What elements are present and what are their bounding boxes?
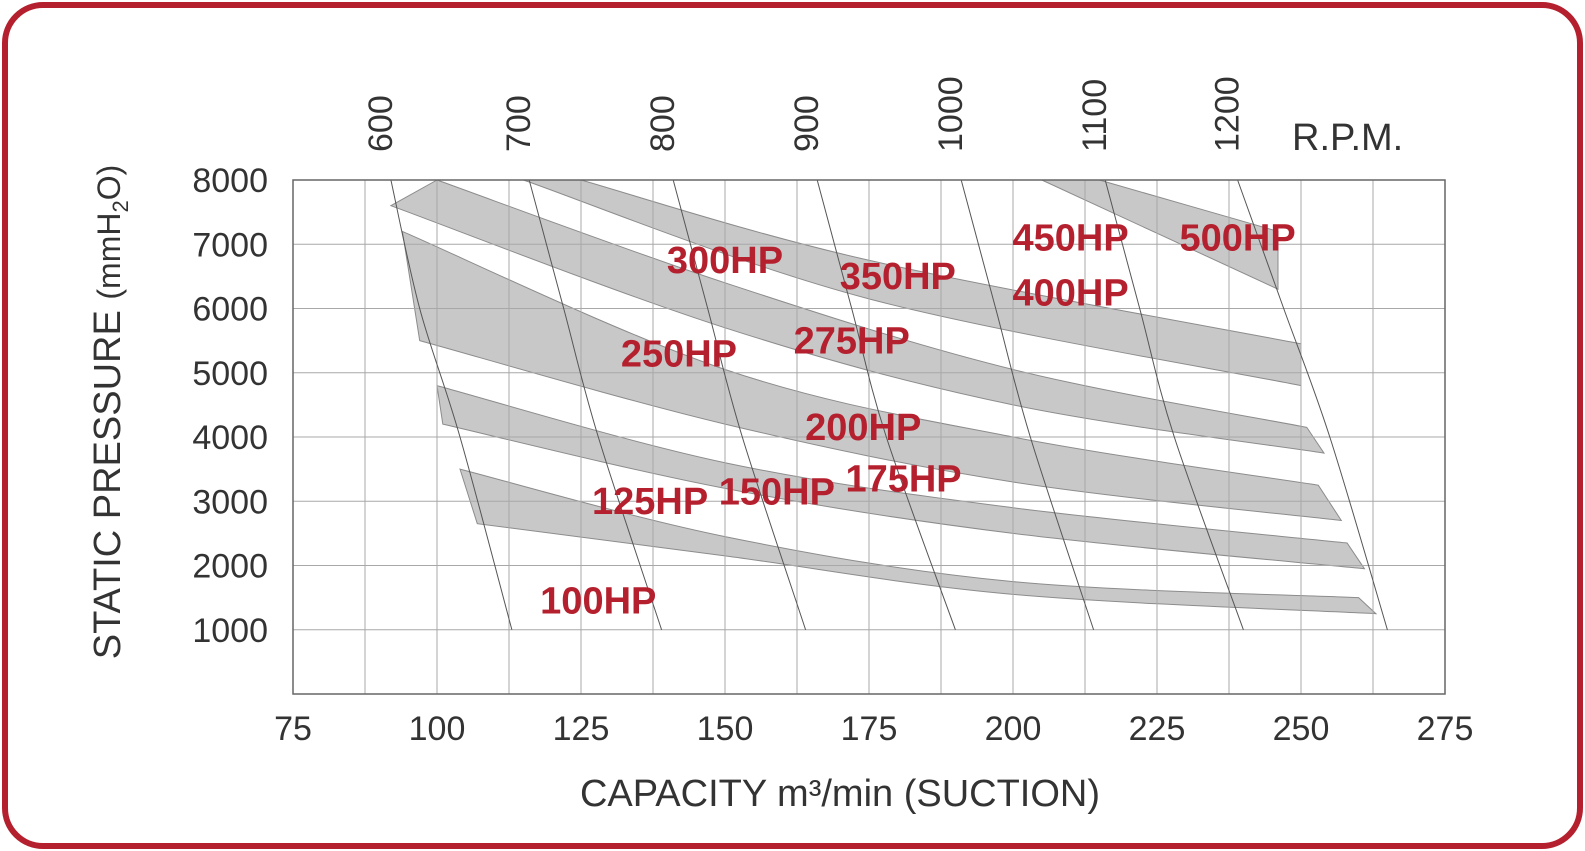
rpm-tick-label: 600 <box>362 95 400 152</box>
rpm-curves <box>390 179 1388 630</box>
y-tick-label: 8000 <box>192 162 268 200</box>
hp-bands <box>389 179 1378 615</box>
hp-label-100hp: 100HP <box>540 581 656 623</box>
hp-label-200hp: 200HP <box>805 407 921 449</box>
x-tick-label: 225 <box>1129 710 1186 748</box>
x-tick-label: 175 <box>841 710 898 748</box>
y-tick-label: 6000 <box>192 291 268 329</box>
rpm-curve-1200 <box>1237 179 1388 630</box>
rpm-curve-800 <box>672 179 807 630</box>
hp-label-450hp: 450HP <box>1012 218 1128 260</box>
hp-band-1 <box>459 468 1378 615</box>
y-axis-title-main: STATIC PRESSURE <box>87 310 129 659</box>
hp-label-300hp: 300HP <box>667 240 783 282</box>
y-tick-label: 4000 <box>192 419 268 457</box>
y-tick-label: 2000 <box>192 548 268 586</box>
hp-labels: 100HP 125HP 150HP 175HP 200HP 250HP 275HP 300HP… <box>540 218 1296 623</box>
hp-label-175hp: 175HP <box>845 459 961 501</box>
hp-label-125hp: 125HP <box>592 481 708 523</box>
rpm-curve-900 <box>816 179 956 630</box>
x-tick-label: 250 <box>1273 710 1330 748</box>
plot-border <box>292 179 1446 695</box>
rpm-tick-label: 1000 <box>932 76 970 152</box>
rpm-axis-title: R.P.M. <box>1292 117 1403 159</box>
y-tick-label: 7000 <box>192 226 268 264</box>
x-tick-label: 125 <box>553 710 610 748</box>
rpm-curve-700 <box>528 179 663 630</box>
hp-label-275hp: 275HP <box>794 320 910 362</box>
hp-label-350hp: 350HP <box>840 256 956 298</box>
y-axis-ticks: 1000 2000 3000 4000 5000 6000 7000 8000 <box>192 162 268 650</box>
plot-area: 100HP 125HP 150HP 175HP 200HP 250HP 275HP 300HP… <box>292 179 1446 695</box>
hp-label-150hp: 150HP <box>719 471 835 513</box>
y-tick-label: 1000 <box>192 612 268 650</box>
x-tick-label: 100 <box>409 710 466 748</box>
hp-label-400hp: 400HP <box>1012 272 1128 314</box>
x-axis-ticks: 75 100 125 150 175 200 225 250 275 <box>274 710 1473 748</box>
rpm-curve-600 <box>390 179 513 630</box>
hp-label-500hp: 500HP <box>1180 218 1296 260</box>
y-axis-title: STATIC PRESSURE (mmH2O) <box>87 165 133 660</box>
rpm-tick-label: 1200 <box>1209 76 1247 152</box>
y-axis-title-space <box>87 300 129 311</box>
x-axis-title: CAPACITY m³/min (SUCTION) <box>580 773 1100 815</box>
y-tick-label: 5000 <box>192 355 268 393</box>
x-tick-label: 150 <box>697 710 754 748</box>
x-tick-label: 75 <box>274 710 312 748</box>
y-tick-label: 3000 <box>192 483 268 521</box>
rpm-curve-1100 <box>1104 179 1244 630</box>
x-tick-label: 275 <box>1417 710 1474 748</box>
grid <box>293 180 1445 694</box>
rpm-curve-1000 <box>960 179 1095 630</box>
rpm-tick-label: 900 <box>788 95 826 152</box>
rpm-axis-ticks: 600 700 800 900 1000 1100 1200 <box>362 76 1247 152</box>
y-axis-title-unit-end: O) <box>91 165 127 201</box>
y-axis-title-unit: (mmH <box>91 213 127 300</box>
y-axis-title-unit-sub: 2 <box>108 200 133 212</box>
rpm-tick-label: 1100 <box>1076 79 1114 152</box>
hp-band-6 <box>1041 179 1279 290</box>
x-tick-label: 200 <box>985 710 1042 748</box>
rpm-tick-label: 800 <box>644 95 682 152</box>
hp-label-250hp: 250HP <box>621 333 737 375</box>
rpm-tick-label: 700 <box>500 95 538 152</box>
